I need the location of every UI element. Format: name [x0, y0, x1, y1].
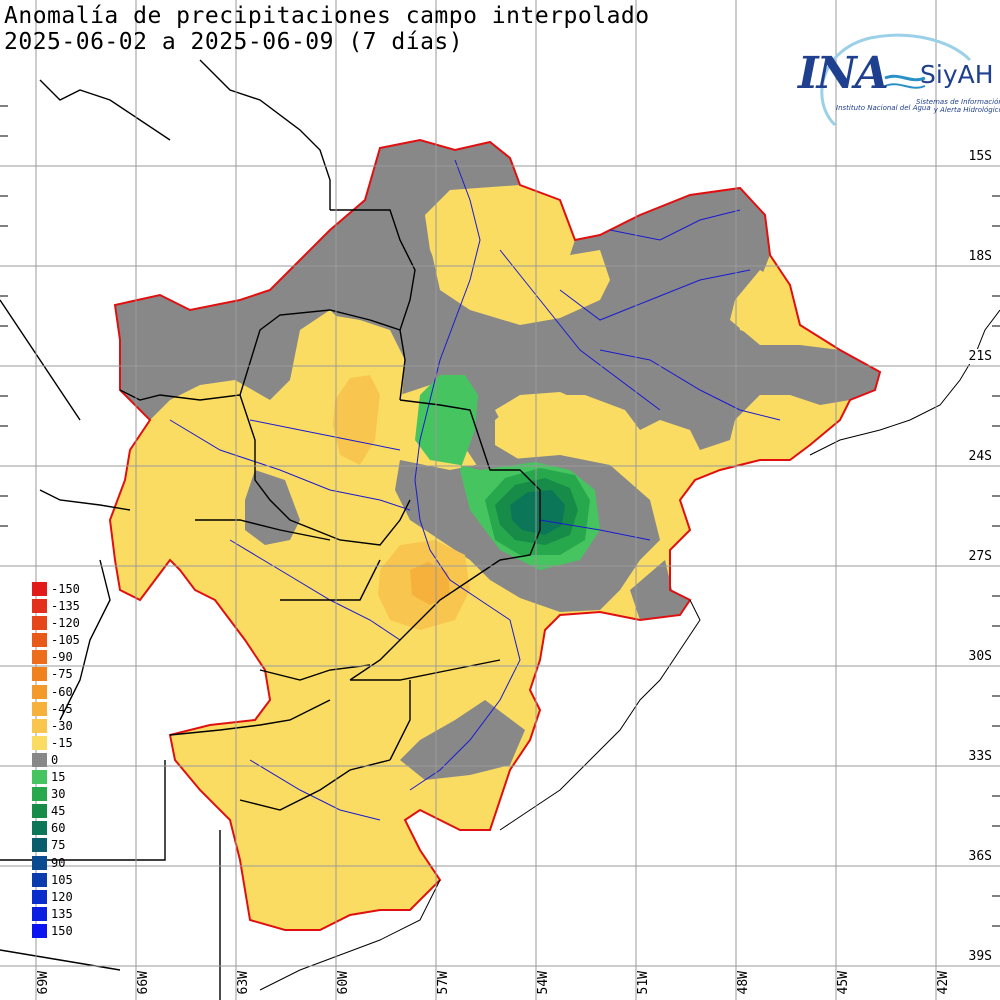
- legend-label: 105: [51, 872, 73, 887]
- logo-siyah-text: SiyAH: [920, 60, 994, 89]
- latitude-label: 15S: [968, 149, 992, 164]
- legend-label: -105: [51, 633, 80, 648]
- basin-outline: [108, 138, 882, 931]
- latitude-label: 33S: [968, 749, 992, 764]
- legend-swatch: [32, 838, 47, 853]
- longitude-label: 66W: [136, 970, 151, 994]
- latitude-label: 24S: [968, 449, 992, 464]
- logo-swoosh-icon: [820, 33, 972, 127]
- legend-swatch: [32, 872, 47, 887]
- legend-label: -60: [51, 684, 73, 699]
- legend-swatch: [32, 633, 47, 648]
- legend-label: 135: [51, 906, 73, 921]
- anomaly-neg-patch-c: [735, 395, 815, 450]
- longitude-label: 60W: [336, 970, 351, 994]
- legend-label: -135: [51, 599, 80, 614]
- map-date-range: 2025-06-02 a 2025-06-09 (7 días): [4, 29, 464, 55]
- legend-swatch: [32, 770, 47, 785]
- longitude-label: 42W: [936, 970, 951, 994]
- anomaly-zero-west: [245, 470, 300, 545]
- legend-label: 30: [51, 787, 66, 802]
- legend-swatch: [32, 787, 47, 802]
- logo-tagline-1: Sistemas de Información: [916, 98, 1000, 106]
- anomaly-neg30-north: [333, 375, 380, 465]
- anomaly-pos60: [510, 490, 565, 535]
- longitude-label: 54W: [536, 970, 551, 994]
- longitude-label: 48W: [736, 970, 751, 994]
- anomaly-zero-south: [400, 700, 525, 780]
- map-title: Anomalía de precipitaciones campo interp…: [4, 3, 650, 29]
- legend-swatch: [32, 821, 47, 836]
- legend-label: -15: [51, 735, 73, 750]
- legend-label: 75: [51, 838, 66, 853]
- logo-ina-text: INA: [798, 48, 889, 99]
- legend-label: 90: [51, 855, 66, 870]
- longitude-label: 57W: [436, 970, 451, 994]
- legend-label: -90: [51, 650, 73, 665]
- legend-label: 60: [51, 821, 66, 836]
- legend-label: -75: [51, 667, 73, 682]
- legend-label: -30: [51, 718, 73, 733]
- latitude-label: 18S: [968, 249, 992, 264]
- anomaly-neg-patch-a: [425, 190, 570, 320]
- political-borders: [0, 59, 541, 1000]
- legend-swatch: [32, 906, 47, 921]
- legend-swatch: [32, 616, 47, 631]
- legend-swatch: [32, 718, 47, 733]
- legend-label: 0: [51, 752, 59, 767]
- logo-subtitle: Instituto Nacional del Agua: [836, 104, 931, 112]
- legend-swatch: [32, 684, 47, 699]
- logo-tagline-2: y Alerta Hidrológico: [933, 106, 1000, 114]
- latitude-label: 39S: [968, 949, 992, 964]
- longitude-label: 45W: [836, 970, 851, 994]
- legend-swatch: [32, 855, 47, 870]
- logo-tagline: Sistemas de Información y Alerta Hidrológ…: [916, 98, 1000, 114]
- legend-swatch: [32, 752, 47, 767]
- anomaly-neg45-south: [410, 562, 450, 605]
- legend-swatch: [32, 804, 47, 819]
- latitude-label: 30S: [968, 649, 992, 664]
- legend-swatch: [32, 582, 47, 596]
- legend-swatch: [32, 701, 47, 716]
- coastline: [259, 309, 1000, 991]
- legend-label: 45: [51, 804, 66, 819]
- anomaly-zero-southeast: [630, 560, 690, 620]
- ina-siyah-logo: INA SiyAH Instituto Nacional del Agua Si…: [790, 30, 1000, 130]
- legend-swatch: [32, 650, 47, 665]
- legend-swatch: [32, 735, 47, 750]
- legend-label: -120: [51, 616, 80, 631]
- legend-label: -45: [51, 701, 73, 716]
- legend-swatch: [32, 923, 47, 938]
- anomaly-neg-patch-f: [150, 395, 250, 500]
- latitude-label: 36S: [968, 849, 992, 864]
- legend-label: 15: [51, 770, 66, 785]
- latitude-label: 21S: [968, 349, 992, 364]
- legend-swatch: [32, 599, 47, 614]
- longitude-label: 63W: [236, 970, 251, 994]
- anomaly-neg-patch-d: [495, 392, 590, 440]
- legend-swatch: [32, 667, 47, 682]
- legend-swatch: [32, 889, 47, 904]
- legend-label: 150: [51, 923, 73, 938]
- legend-label: -150: [51, 582, 80, 596]
- anomaly-neg-patch-b: [735, 270, 795, 340]
- latitude-label: 27S: [968, 549, 992, 564]
- anomaly-zero-north: [115, 140, 880, 470]
- longitude-label: 69W: [36, 970, 51, 994]
- frame-ticks: [0, 105, 1000, 927]
- longitude-label: 51W: [636, 970, 651, 994]
- legend-label: 120: [51, 889, 73, 904]
